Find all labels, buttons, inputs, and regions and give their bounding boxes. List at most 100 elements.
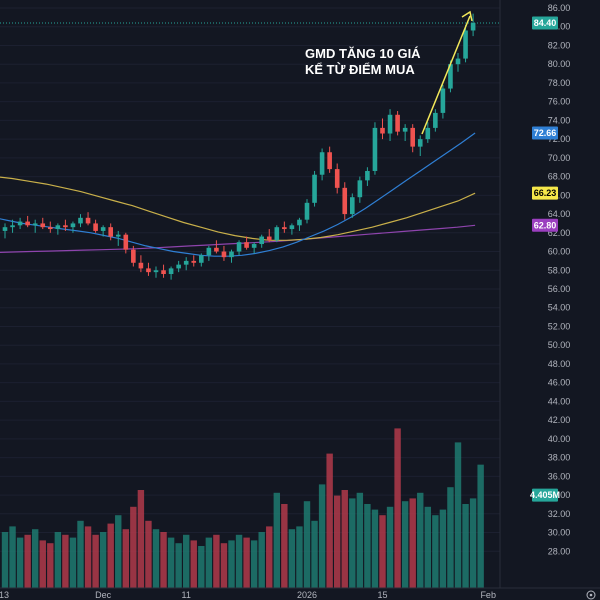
candle[interactable]: [48, 221, 53, 233]
candle[interactable]: [380, 118, 385, 140]
candle[interactable]: [463, 24, 468, 63]
candle[interactable]: [70, 221, 76, 233]
candle[interactable]: [100, 225, 106, 237]
price-tick-label: 76.00: [548, 97, 571, 107]
candle[interactable]: [115, 230, 121, 246]
candle[interactable]: [138, 255, 144, 273]
candle[interactable]: [93, 219, 98, 233]
time-tick-label: 2026: [297, 590, 317, 600]
time-axis[interactable]: 13Dec11202615FebMar12: [0, 590, 600, 600]
volume-bar: [167, 537, 175, 588]
candle[interactable]: [10, 219, 15, 233]
price-tick-label: 58.00: [548, 265, 571, 275]
candle-body: [319, 152, 325, 175]
candle[interactable]: [17, 217, 23, 230]
candle[interactable]: [229, 249, 234, 263]
candle[interactable]: [259, 234, 264, 248]
candles[interactable]: [2, 13, 476, 280]
price-tag-background: [532, 488, 558, 502]
candle[interactable]: [357, 176, 363, 203]
candle[interactable]: [153, 266, 159, 278]
candle[interactable]: [350, 193, 355, 218]
settings-icon[interactable]: [586, 590, 596, 600]
candle[interactable]: [176, 260, 181, 273]
volume-bar: [145, 520, 152, 588]
candle[interactable]: [402, 124, 408, 142]
price-axis[interactable]: 86.00 84.00 82.00 80.00 78.00 76.00 74.00 72.00…: [548, 3, 571, 556]
candle-body: [425, 127, 431, 140]
candle[interactable]: [206, 245, 212, 261]
candle[interactable]: [312, 170, 317, 207]
candle[interactable]: [425, 122, 431, 143]
candle[interactable]: [470, 13, 476, 37]
candle-body: [168, 268, 174, 275]
candle[interactable]: [63, 219, 68, 231]
price-tag-label: 72.66: [534, 128, 557, 138]
candle[interactable]: [417, 135, 423, 156]
price-tick-label: 78.00: [548, 78, 571, 88]
candle[interactable]: [78, 214, 83, 228]
volume-bar: [417, 492, 424, 588]
candle-body: [448, 64, 453, 89]
candle[interactable]: [32, 219, 38, 233]
price-tick-label: 70.00: [548, 153, 571, 163]
candle[interactable]: [2, 223, 8, 239]
candle[interactable]: [297, 217, 302, 231]
price-tick-label: 32.00: [548, 509, 571, 519]
candle[interactable]: [327, 146, 332, 173]
candle[interactable]: [304, 199, 310, 224]
candle[interactable]: [168, 266, 174, 280]
candle[interactable]: [433, 109, 438, 132]
candle[interactable]: [55, 223, 61, 235]
volume-bar: [318, 484, 326, 588]
volume-bar: [130, 506, 137, 588]
candle[interactable]: [161, 264, 166, 278]
candle-body: [32, 223, 38, 226]
time-tick-label: 11: [182, 590, 191, 600]
candle[interactable]: [342, 182, 348, 220]
candle[interactable]: [372, 122, 378, 175]
candle[interactable]: [244, 236, 249, 250]
candle-body: [40, 223, 46, 228]
candle-body: [153, 270, 159, 273]
candle[interactable]: [85, 212, 91, 226]
candle-body: [312, 174, 317, 203]
candle[interactable]: [25, 215, 30, 228]
price-tag-background: [532, 186, 558, 200]
price-tick-label: 54.00: [548, 303, 571, 313]
candle[interactable]: [440, 84, 446, 119]
candle[interactable]: [274, 225, 280, 243]
candle[interactable]: [410, 124, 415, 153]
candle[interactable]: [334, 163, 340, 194]
candle[interactable]: [387, 109, 393, 142]
candle-body: [251, 244, 257, 248]
candle[interactable]: [365, 167, 370, 186]
volume-bar: [107, 523, 114, 588]
candle[interactable]: [214, 240, 219, 254]
candle[interactable]: [108, 223, 113, 241]
candle[interactable]: [319, 148, 325, 181]
candle[interactable]: [236, 240, 242, 256]
candle[interactable]: [282, 221, 287, 233]
candle[interactable]: [251, 242, 257, 254]
price-tag-background: [532, 126, 558, 140]
candle-body: [357, 180, 363, 198]
price-tag-label: 62.80: [534, 220, 557, 230]
candle[interactable]: [131, 245, 136, 267]
candle[interactable]: [183, 257, 189, 271]
candle[interactable]: [146, 262, 151, 276]
candle[interactable]: [395, 111, 400, 136]
candle[interactable]: [40, 217, 46, 230]
candle[interactable]: [199, 253, 204, 267]
candle[interactable]: [191, 255, 197, 267]
candle[interactable]: [221, 245, 227, 261]
candle-body: [297, 219, 302, 226]
price-tick-label: 86.00: [548, 3, 571, 13]
candle[interactable]: [266, 229, 272, 243]
candle[interactable]: [455, 52, 461, 72]
candle[interactable]: [123, 232, 129, 254]
volume-bar: [379, 515, 386, 588]
candle[interactable]: [289, 223, 295, 235]
volume-bar: [213, 534, 220, 588]
